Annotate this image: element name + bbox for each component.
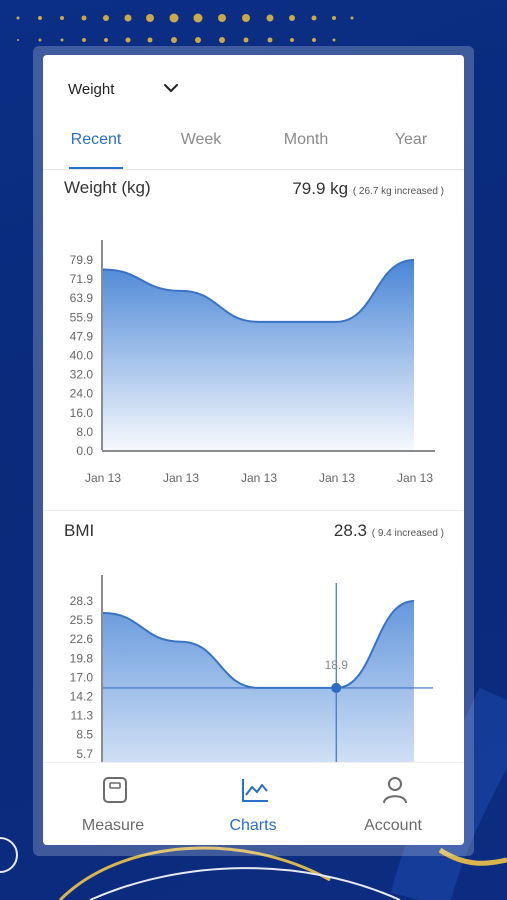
bmi-chart-y-tick-label: 22.6 [70,632,94,646]
weight-chart-x-tick-label: Jan 13 [397,471,433,485]
weight-chart-y-tick-label: 63.9 [70,291,94,305]
weight-chart-y-tick-label: 24.0 [70,387,94,401]
bmi-section-title: BMI [64,521,95,540]
bottom-nav: Measure Charts Account [43,762,464,845]
weight-section-title: Weight (kg) [64,178,151,197]
bmi-chart-selected-value-label: 18.9 [325,658,349,672]
nav-measure-label: Measure [81,817,145,834]
active-tab-indicator [69,167,123,169]
bmi-chart-y-tick-label: 11.3 [71,709,94,723]
weight-change-note: ( 26.7 kg increased ) [352,186,444,197]
bmi-chart-selected-point [331,682,342,693]
tab-year[interactable]: Year [394,131,428,148]
weight-chart-y-tick-label: 47.9 [70,329,94,343]
weight-value-number: 79.9 kg [292,179,349,198]
weight-chart-y-tick-label: 55.9 [70,310,94,324]
weight-value: 79.9 kg ( 26.7 kg increased ) [292,179,444,199]
weight-chart-x-tick-label: Jan 13 [241,471,277,485]
line-chart-icon [242,779,268,802]
weight-chart-area [103,260,414,450]
bmi-chart-area [103,601,414,765]
scale-icon [103,777,127,803]
weight-chart-y-tick-label: 32.0 [70,368,94,382]
bmi-value: 28.3 ( 9.4 increased ) [334,521,444,541]
background-dots [16,13,354,43]
weight-chart-x-tick-label: Jan 13 [85,471,121,485]
weight-chart-x-tick-label: Jan 13 [319,471,355,485]
weight-chart-y-tick-label: 71.9 [70,272,94,286]
nav-charts[interactable]: Charts [183,763,323,845]
tab-recent[interactable]: Recent [70,131,122,148]
tab-month[interactable]: Month [283,131,329,148]
weight-chart-y-tick-label: 40.0 [70,349,94,363]
section-divider [43,510,464,511]
charts-card: Weight Recent Week Month Year Weight (kg… [43,55,464,845]
bmi-chart-y-tick-label: 25.5 [70,613,94,627]
nav-charts-label: Charts [229,817,277,834]
nav-account[interactable]: Account [323,763,463,845]
bmi-chart-y-tick-label: 19.8 [70,651,94,665]
bmi-chart-y-tick-label: 8.5 [76,728,93,742]
bmi-value-number: 28.3 [333,521,367,540]
bmi-chart-y-tick-label: 28.3 [70,594,94,608]
weight-chart: 79.9 71.9 63.9 55.9 47.9 40.0 32.0 24.0 16.0 8.0 0… [70,240,435,485]
period-tabs: Recent Week Month Year [43,123,464,170]
chevron-down-icon [164,84,178,92]
weight-chart-x-tick-label: Jan 13 [163,471,199,485]
nav-account-label: Account [364,817,422,834]
bmi-chart-y-tick-label: 17.0 [70,670,94,684]
weight-chart-y-tick-label: 0.0 [76,444,93,458]
bmi-chart-y-tick-label: 14.2 [70,690,94,704]
weight-chart-y-tick-label: 8.0 [76,425,93,439]
weight-chart-y-tick-label: 79.9 [70,253,94,267]
person-icon [383,777,407,804]
tab-week[interactable]: Week [180,131,222,148]
bmi-change-note: ( 9.4 increased ) [371,528,444,539]
nav-measure[interactable]: Measure [43,763,183,845]
bmi-chart-y-tick-label: 5.7 [76,747,93,761]
bmi-chart: 28.3 25.5 22.6 19.8 17.0 14.2 11.3 8.5 5.7 18.9 [70,575,433,765]
weight-chart-line [102,259,415,323]
metric-dropdown-label: Weight [68,80,115,98]
metric-dropdown[interactable]: Weight [68,75,183,103]
weight-chart-y-tick-label: 16.0 [70,406,94,420]
